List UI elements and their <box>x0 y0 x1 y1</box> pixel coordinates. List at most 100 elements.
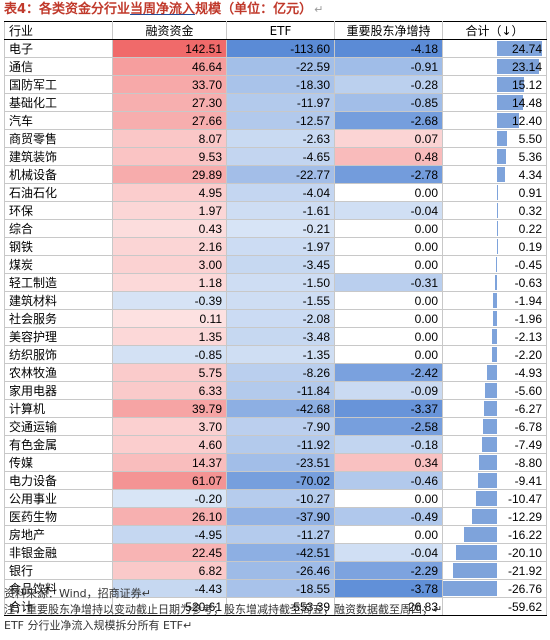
margin-financing-cell: 33.70 <box>112 75 227 94</box>
industry-name: 美容护理 <box>4 327 113 346</box>
etf-cell: -7.90 <box>226 417 335 436</box>
etf-cell: -2.63 <box>226 129 335 148</box>
table-row: 非银金融 22.45 -42.51 -0.04 -20.10 <box>4 543 547 562</box>
total-value: -1.94 <box>514 293 542 308</box>
table-row: 石油石化 4.95 -4.04 0.00 0.91 <box>4 183 547 202</box>
total-value: -2.13 <box>514 329 542 344</box>
table-row: 国防军工 33.70 -18.30 -0.28 15.12 <box>4 75 547 94</box>
shareholder-cell: 0.00 <box>334 183 443 202</box>
margin-financing-cell: 27.30 <box>112 93 227 112</box>
shareholder-cell: 0.00 <box>334 327 443 346</box>
table-row: 电子 142.51 -113.60 -4.18 24.74 <box>4 39 547 58</box>
industry-name: 钢铁 <box>4 237 113 256</box>
industry-name: 社会服务 <box>4 309 113 328</box>
etf-cell: -1.35 <box>226 345 335 364</box>
etf-cell: -3.45 <box>226 255 335 274</box>
industry-name: 家用电器 <box>4 381 113 400</box>
margin-financing-cell: -0.20 <box>112 489 227 508</box>
table-row: 食品饮料 -4.43 -18.55 -3.78 -26.76 <box>4 579 547 598</box>
margin-financing-cell: 4.95 <box>112 183 227 202</box>
total-cell: -5.60 <box>442 381 547 400</box>
shareholder-cell: 0.07 <box>334 129 443 148</box>
shareholder-cell: -0.09 <box>334 381 443 400</box>
table-row: 建筑装饰 9.53 -4.65 0.48 5.36 <box>4 147 547 166</box>
margin-financing-cell: 46.64 <box>112 57 227 76</box>
total-cell: 5.50 <box>442 129 547 148</box>
industry-name: 汽车 <box>4 111 113 130</box>
margin-financing-cell: 0.43 <box>112 219 227 238</box>
total-bar <box>496 95 524 110</box>
table-row: 社会服务 0.11 -2.08 0.00 -1.96 <box>4 309 547 328</box>
etf-cell: -3.48 <box>226 327 335 346</box>
table-row: 纺织服饰 -0.85 -1.35 0.00 -2.20 <box>4 345 547 364</box>
total-bar <box>496 41 543 56</box>
margin-financing-cell: 3.70 <box>112 417 227 436</box>
shareholder-cell: -3.78 <box>334 579 443 598</box>
total-cell: -9.41 <box>442 471 547 490</box>
total-value: 12.40 <box>511 113 542 128</box>
total-value: 24.74 <box>511 41 542 56</box>
etf-cell: -1.61 <box>226 201 335 220</box>
total-value: 5.36 <box>518 149 542 164</box>
margin-financing-cell: 61.07 <box>112 471 227 490</box>
shareholder-cell: -0.91 <box>334 57 443 76</box>
table-row: 商贸零售 8.07 -2.63 0.07 5.50 <box>4 129 547 148</box>
title-suffix: 规模（单位：亿元） <box>195 2 313 17</box>
etf-cell: -22.77 <box>226 165 335 184</box>
etf-cell: -1.97 <box>226 237 335 256</box>
industry-name: 纺织服饰 <box>4 345 113 364</box>
shareholder-cell: -0.85 <box>334 93 443 112</box>
total-value: -1.96 <box>514 311 542 326</box>
fund-flow-table: 行业 融资资金 ETF 重要股东净增持 合计（↓） 电子 142.51 -113.6… <box>4 21 547 616</box>
table-row: 电力设备 61.07 -70.02 -0.46 -9.41 <box>4 471 547 490</box>
etf-cell: -10.27 <box>226 489 335 508</box>
shareholder-cell: -2.78 <box>334 165 443 184</box>
industry-name: 房地产 <box>4 525 113 544</box>
total-cell: 24.74 <box>442 39 547 58</box>
etf-cell: -22.59 <box>226 57 335 76</box>
shareholder-cell: -0.04 <box>334 201 443 220</box>
margin-financing-cell: 22.45 <box>112 543 227 562</box>
margin-financing-cell: 142.51 <box>112 39 227 58</box>
table-row: 综合 0.43 -0.21 0.00 0.22 <box>4 219 547 238</box>
total-bar <box>484 401 497 416</box>
total-cell: -20.10 <box>442 543 547 562</box>
margin-financing-cell: -0.85 <box>112 345 227 364</box>
total-value: -5.60 <box>514 383 542 398</box>
total-bar <box>478 455 497 470</box>
table-row: 建筑材料 -0.39 -1.55 0.00 -1.94 <box>4 291 547 310</box>
shareholder-cell: -0.18 <box>334 435 443 454</box>
total-sum-cell: -59.62 <box>442 597 547 616</box>
table-row: 钢铁 2.16 -1.97 0.00 0.19 <box>4 237 547 256</box>
total-value: 0.19 <box>518 239 542 254</box>
industry-name: 环保 <box>4 201 113 220</box>
table-row: 煤炭 3.00 -3.45 0.00 -0.45 <box>4 255 547 274</box>
total-value: 0.91 <box>518 185 542 200</box>
etf-cell: -11.97 <box>226 93 335 112</box>
total-bar <box>492 347 497 362</box>
shareholder-cell: -0.46 <box>334 471 443 490</box>
total-cell: -6.27 <box>442 399 547 418</box>
footnote: 注：重要股东净增持以变动截止日期为参考；股东增减持截至周五；融资数据截至周四；↵ <box>4 603 443 616</box>
header-shareholder: 重要股东净增持 <box>334 21 443 40</box>
etf-cell: -11.84 <box>226 381 335 400</box>
table-row: 汽车 27.66 -12.57 -2.68 12.40 <box>4 111 547 130</box>
total-bar <box>486 365 497 380</box>
table-row: 医药生物 26.10 -37.90 -0.49 -12.29 <box>4 507 547 526</box>
total-bar <box>496 185 499 200</box>
total-cell: -4.93 <box>442 363 547 382</box>
shareholder-cell: -4.18 <box>334 39 443 58</box>
total-value: 4.34 <box>518 167 542 182</box>
industry-name: 建筑材料 <box>4 291 113 310</box>
etf-cell: -37.90 <box>226 507 335 526</box>
total-cell: -6.78 <box>442 417 547 436</box>
industry-name: 公用事业 <box>4 489 113 508</box>
total-bar <box>483 419 497 434</box>
total-value: -0.63 <box>514 275 542 290</box>
table-row: 传媒 14.37 -23.51 0.34 -8.80 <box>4 453 547 472</box>
industry-name: 计算机 <box>4 399 113 418</box>
total-cell: 12.40 <box>442 111 547 130</box>
margin-financing-cell: 29.89 <box>112 165 227 184</box>
total-cell: 15.12 <box>442 75 547 94</box>
total-value: -16.22 <box>507 527 542 542</box>
